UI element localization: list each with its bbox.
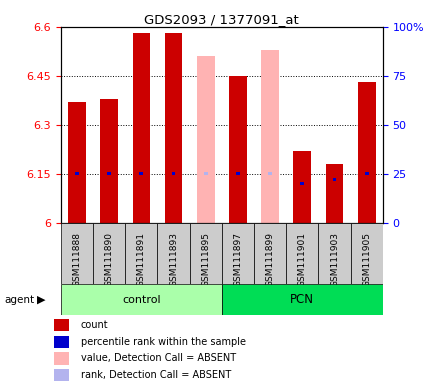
Text: rank, Detection Call = ABSENT: rank, Detection Call = ABSENT — [81, 370, 230, 380]
Bar — [357, 82, 375, 223]
Text: PCN: PCN — [289, 293, 314, 306]
Text: GSM111888: GSM111888 — [72, 232, 81, 287]
Bar — [332, 178, 335, 181]
Bar — [318, 223, 350, 284]
Bar — [325, 164, 342, 223]
Bar — [54, 319, 69, 331]
Bar — [132, 33, 150, 223]
Bar — [100, 99, 118, 223]
Bar — [171, 172, 175, 175]
Bar — [75, 172, 79, 175]
Bar — [61, 284, 221, 315]
Text: count: count — [81, 320, 108, 330]
Text: percentile rank within the sample: percentile rank within the sample — [81, 337, 245, 347]
Title: GDS2093 / 1377091_at: GDS2093 / 1377091_at — [144, 13, 299, 26]
Bar — [221, 223, 253, 284]
Text: GSM111903: GSM111903 — [329, 232, 338, 287]
Bar — [236, 172, 239, 175]
Bar — [189, 223, 221, 284]
Bar — [68, 102, 85, 223]
Bar — [61, 223, 93, 284]
Bar — [204, 172, 207, 175]
Bar — [286, 223, 318, 284]
Bar — [350, 223, 382, 284]
Bar — [197, 56, 214, 223]
Bar — [293, 151, 310, 223]
Text: value, Detection Call = ABSENT: value, Detection Call = ABSENT — [81, 353, 235, 363]
Text: GSM111895: GSM111895 — [201, 232, 210, 287]
Bar — [253, 223, 286, 284]
Bar — [300, 182, 303, 185]
Text: GSM111891: GSM111891 — [137, 232, 145, 287]
Text: agent: agent — [4, 295, 34, 305]
Text: GSM111897: GSM111897 — [233, 232, 242, 287]
Bar — [268, 172, 271, 175]
Bar — [107, 172, 111, 175]
Bar — [93, 223, 125, 284]
Text: GSM111901: GSM111901 — [297, 232, 306, 287]
Bar — [229, 76, 246, 223]
Bar — [54, 369, 69, 381]
Text: GSM111905: GSM111905 — [362, 232, 370, 287]
Bar — [139, 172, 143, 175]
Bar — [261, 50, 278, 223]
Bar — [157, 223, 189, 284]
Text: ▶: ▶ — [37, 295, 46, 305]
Text: GSM111893: GSM111893 — [169, 232, 178, 287]
Bar — [164, 33, 182, 223]
Bar — [54, 352, 69, 365]
Text: GSM111890: GSM111890 — [105, 232, 113, 287]
Text: control: control — [122, 295, 160, 305]
Bar — [54, 336, 69, 348]
Bar — [125, 223, 157, 284]
Bar — [364, 172, 368, 175]
Bar — [221, 284, 382, 315]
Text: GSM111899: GSM111899 — [265, 232, 274, 287]
